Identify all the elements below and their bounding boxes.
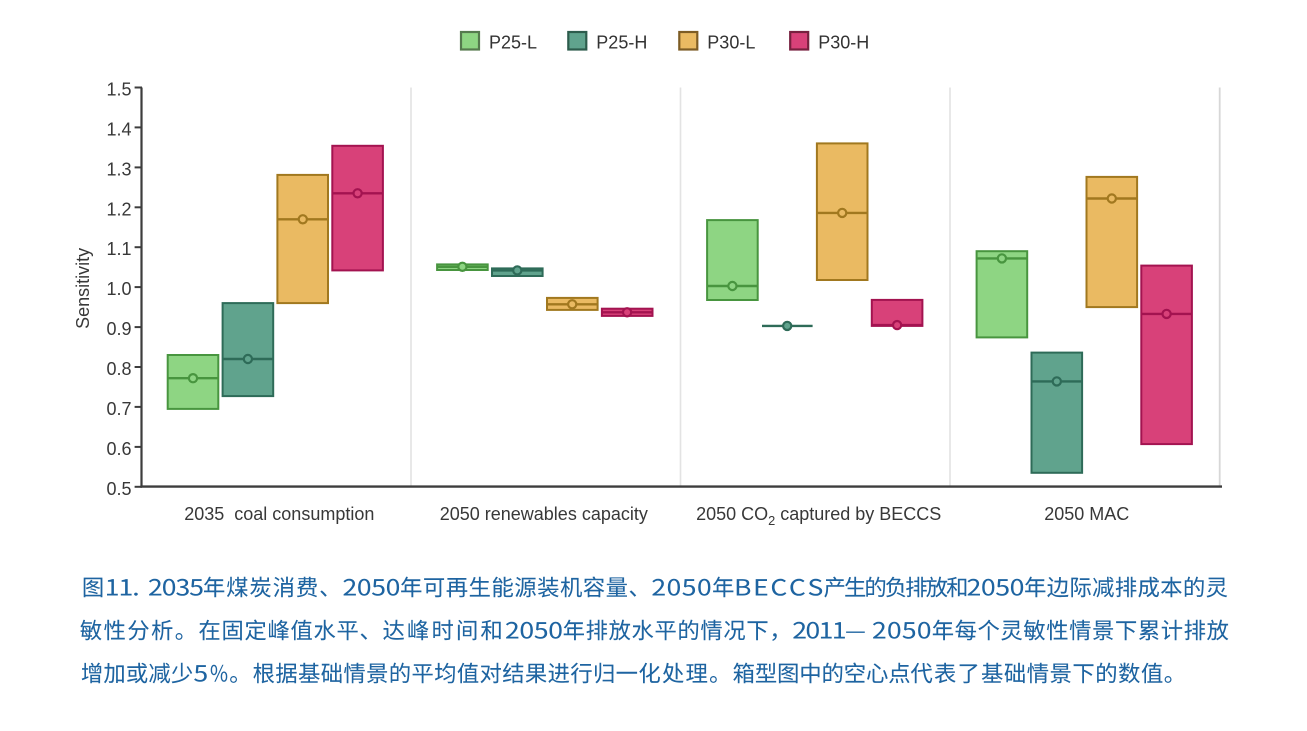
svg-text:P25-H: P25-H [596,32,647,52]
svg-text:1.0: 1.0 [106,279,131,299]
svg-text:0.6: 0.6 [106,439,131,459]
svg-text:2050 MAC: 2050 MAC [1044,504,1129,524]
svg-text:0.9: 0.9 [106,319,131,339]
svg-text:0.5: 0.5 [106,479,131,499]
svg-text:Sensitivity: Sensitivity [73,248,93,329]
svg-text:P25-L: P25-L [489,32,537,52]
svg-text:P30-H: P30-H [818,32,869,52]
svg-text:1.1: 1.1 [106,239,131,259]
svg-text:P30-L: P30-L [707,32,755,52]
svg-text:1.2: 1.2 [106,199,131,219]
svg-text:2035 coal consumption: 2035 coal consumption [184,504,374,524]
svg-text:2050 renewables capacity: 2050 renewables capacity [440,504,648,524]
svg-text:0.8: 0.8 [106,359,131,379]
svg-text:1.5: 1.5 [106,80,131,100]
svg-text:1.4: 1.4 [106,119,131,139]
svg-text:1.3: 1.3 [106,159,131,179]
svg-text:0.7: 0.7 [106,399,131,419]
